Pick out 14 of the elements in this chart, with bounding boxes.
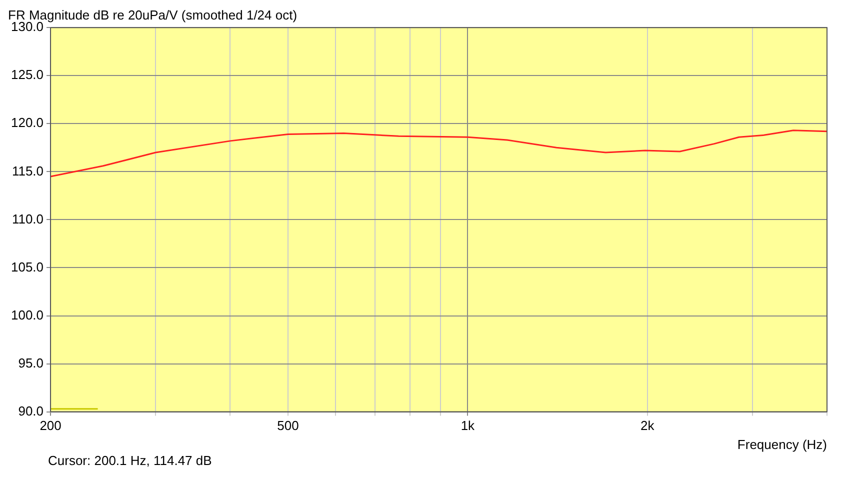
y-tick-label: 115.0 — [12, 163, 44, 178]
x-tick-label: 1k — [460, 418, 476, 434]
text: Cursor: 200.1 Hz, 114.47 dB — [48, 453, 213, 468]
y-tick-label: 120.0 — [10, 115, 44, 130]
y-tick-label: 125.0 — [10, 67, 44, 82]
x-tick-label: 200 — [40, 418, 62, 434]
y-tick-label: 95.0 — [18, 355, 44, 370]
x-axis-title: Frequency (Hz) — [737, 436, 827, 452]
y-tick-label: 90.0 — [18, 403, 44, 418]
y-tick-label: 105.0 — [10, 259, 44, 274]
x-tick-label: 2k — [640, 418, 655, 434]
y-tick-label: 100.0 — [10, 307, 44, 322]
y-tick-label: 110.0 — [12, 211, 44, 226]
x-tick-label: 500 — [277, 418, 299, 434]
